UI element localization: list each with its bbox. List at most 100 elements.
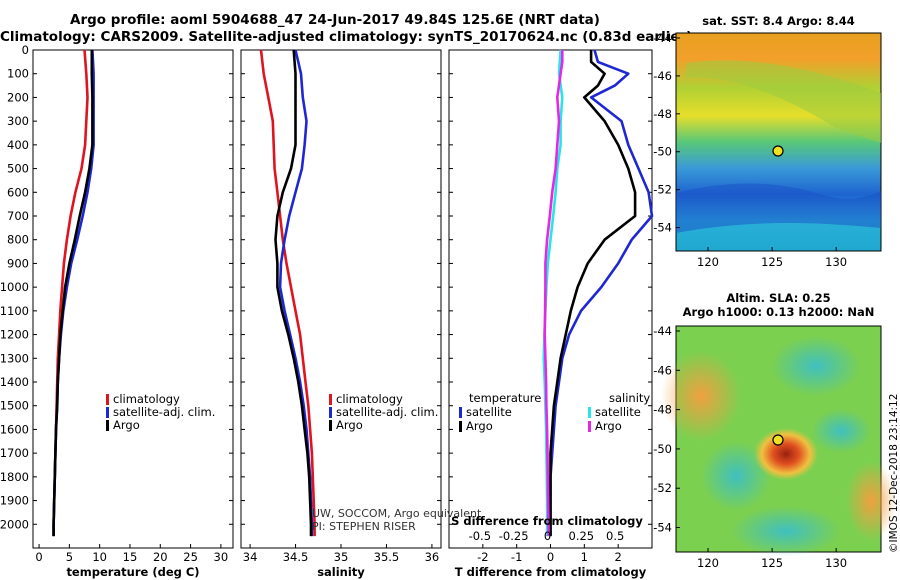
x-tick-label: -2 <box>477 550 488 564</box>
sla-warm-blob <box>661 351 741 441</box>
y-tick-label: 1200 <box>0 328 29 342</box>
x-tick-label: -1 <box>511 550 522 564</box>
s-tick-label: -0.5 <box>469 529 491 543</box>
legend-label: Argo <box>336 418 363 432</box>
y-tick-label: 0 <box>22 43 29 57</box>
sst-front <box>676 183 881 233</box>
legend-header-salinity: salinity <box>609 391 650 405</box>
x-axis-label: salinity <box>317 565 365 579</box>
x-tick-label: 36 <box>425 550 440 564</box>
y-tick-label: 1800 <box>0 470 29 484</box>
title-line-2: Climatology: CARS2009. Satellite-adjuste… <box>0 29 693 45</box>
sla-map-title-2: Argo h1000: 0.13 h2000: NaN <box>682 305 875 319</box>
map-y-tick-label: -52 <box>653 481 672 495</box>
y-tick-label: 1300 <box>0 351 29 365</box>
y-tick-label: 1000 <box>0 280 29 294</box>
legend-label: satellite-adj. clim. <box>336 405 438 419</box>
x-tick-label: 20 <box>153 550 168 564</box>
x-tick-label: 1 <box>581 550 588 564</box>
watermark: ©IMOS 12-Dec-2018 23:14:12 <box>888 393 900 553</box>
sst-warm-patch <box>686 60 881 144</box>
plot-frame-salinity <box>240 49 442 549</box>
x-tick-label: 2 <box>615 550 622 564</box>
y-tick-label: 1400 <box>0 375 29 389</box>
x-axis-label: temperature (deg C) <box>66 565 199 579</box>
map-x-tick-label: 120 <box>697 556 719 570</box>
map-y-tick-label: -52 <box>653 183 672 197</box>
series-line-t-argo <box>549 50 637 537</box>
y-tick-label: 1100 <box>0 304 29 318</box>
legend-swatch <box>459 421 462 432</box>
x-tick-label: 35 <box>334 550 349 564</box>
legend-swatch <box>459 407 462 418</box>
map-y-tick-label: -48 <box>653 403 672 417</box>
map-y-tick-label: -46 <box>653 363 672 377</box>
y-tick-label: 700 <box>7 209 29 223</box>
x-tick-label: 35.5 <box>374 550 400 564</box>
y-tick-label: 1600 <box>0 422 29 436</box>
map-x-tick-label: 125 <box>761 255 783 269</box>
sla-hot-blob <box>754 428 818 480</box>
legend-header-temperature: temperature <box>469 391 541 405</box>
map-y-tick-label: -48 <box>653 107 672 121</box>
s-tick-label: 0 <box>544 529 551 543</box>
annotation-text: UW, SOCCOM, Argo equivalent <box>312 507 482 520</box>
sla-cool-blob <box>701 441 771 511</box>
series-line-argo <box>274 49 313 537</box>
legend-label: Argo <box>113 418 140 432</box>
map-x-tick-label: 120 <box>697 255 719 269</box>
legend-label: Argo <box>595 419 622 433</box>
x-tick-label: 34 <box>243 550 258 564</box>
s-tick-label: 0.5 <box>606 529 624 543</box>
y-tick-label: 1900 <box>0 494 29 508</box>
sla-cool-blob <box>771 336 861 396</box>
map-y-tick-label: -54 <box>653 221 672 235</box>
y-tick-label: 500 <box>7 162 29 176</box>
x-tick-label: 34.5 <box>283 550 309 564</box>
legend-label: Argo <box>466 419 493 433</box>
s-tick-label: 0.25 <box>569 529 595 543</box>
sst-map-title: sat. SST: 8.4 Argo: 8.44 <box>702 14 855 28</box>
annotation-text: PI: STEPHEN RISER <box>312 520 416 533</box>
legend-swatch <box>588 407 591 418</box>
y-tick-label: 300 <box>7 114 29 128</box>
legend-label: climatology <box>113 392 180 406</box>
y-tick-label: 200 <box>7 90 29 104</box>
x-axis-label: T difference from climatology <box>455 565 647 579</box>
s-tick-label: -0.25 <box>499 529 529 543</box>
sst-map: -44 -46 -48 -50 -52 -54 120 125 130 <box>653 31 882 269</box>
y-tick-label: 1500 <box>0 399 29 413</box>
y-tick-label: 400 <box>7 138 29 152</box>
legend-label: satellite <box>466 405 512 419</box>
sla-map-title-1: Altim. SLA: 0.25 <box>726 291 831 305</box>
x-tick-label: 30 <box>214 550 229 564</box>
series-line-argo <box>52 50 94 537</box>
legend-swatch <box>106 420 109 431</box>
y-tick-label: 1700 <box>0 446 29 460</box>
legend-swatch <box>106 394 109 405</box>
x-tick-label: 15 <box>123 550 138 564</box>
legend-label: climatology <box>336 392 403 406</box>
map-y-tick-label: -50 <box>653 442 672 456</box>
map-y-tick-label: -46 <box>653 69 672 83</box>
map-x-tick-label: 130 <box>825 556 847 570</box>
sla-cool-blob <box>811 409 871 453</box>
x-tick-label: 10 <box>92 550 107 564</box>
map-x-tick-label: 125 <box>761 556 783 570</box>
map-y-tick-label: -50 <box>653 145 672 159</box>
y-tick-label: 600 <box>7 185 29 199</box>
legend-swatch <box>588 421 591 432</box>
title-line-1: Argo profile: aoml 5904688_47 24-Jun-201… <box>70 12 600 28</box>
series-line-s-argo <box>543 50 564 537</box>
y-tick-label: 100 <box>7 67 29 81</box>
legend-swatch <box>106 407 109 418</box>
legend-swatch <box>329 407 332 418</box>
x-tick-label: 0 <box>547 550 554 564</box>
x-tick-label: 5 <box>66 550 73 564</box>
map-y-tick-label: -44 <box>653 31 672 45</box>
y-tick-label: 800 <box>7 233 29 247</box>
sst-argo-marker <box>772 145 784 157</box>
x-tick-label: 0 <box>35 550 42 564</box>
map-x-tick-label: 130 <box>825 255 847 269</box>
